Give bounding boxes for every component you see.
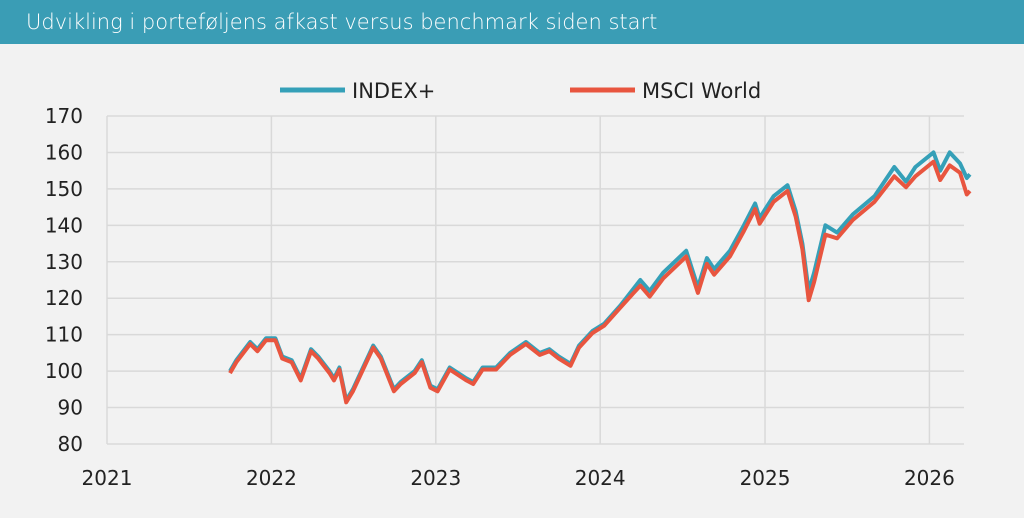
x-tick-label: 2025 bbox=[740, 466, 791, 490]
y-tick-label: 100 bbox=[45, 359, 83, 383]
chart-title-bar: Udvikling i porteføljens afkast versus b… bbox=[0, 0, 1024, 44]
y-tick-label: 90 bbox=[58, 396, 83, 420]
y-tick-label: 120 bbox=[45, 286, 83, 310]
legend-label-index-plus: INDEX+ bbox=[352, 79, 435, 103]
x-tick-label: 2024 bbox=[575, 466, 626, 490]
series-line-msci-world bbox=[228, 159, 972, 405]
grid bbox=[106, 115, 964, 445]
series-lines bbox=[228, 150, 972, 405]
y-tick-label: 150 bbox=[45, 177, 83, 201]
legend-label-msci-world: MSCI World bbox=[642, 79, 761, 103]
y-tick-label: 140 bbox=[45, 213, 83, 237]
y-tick-label: 160 bbox=[45, 140, 83, 164]
x-tick-label: 2023 bbox=[410, 466, 461, 490]
y-tick-label: 170 bbox=[45, 104, 83, 128]
axes: 80 90 100 110 120 130 140 150 160 170 2021 2022 2023… bbox=[45, 104, 955, 490]
legend: INDEX+ MSCI World bbox=[280, 79, 761, 103]
y-tick-label: 80 bbox=[58, 432, 83, 456]
y-tick-label: 130 bbox=[45, 250, 83, 274]
y-tick-label: 110 bbox=[45, 323, 83, 347]
x-tick-label: 2022 bbox=[246, 466, 297, 490]
x-tick-label: 2026 bbox=[904, 466, 955, 490]
x-tick-label: 2021 bbox=[82, 466, 133, 490]
